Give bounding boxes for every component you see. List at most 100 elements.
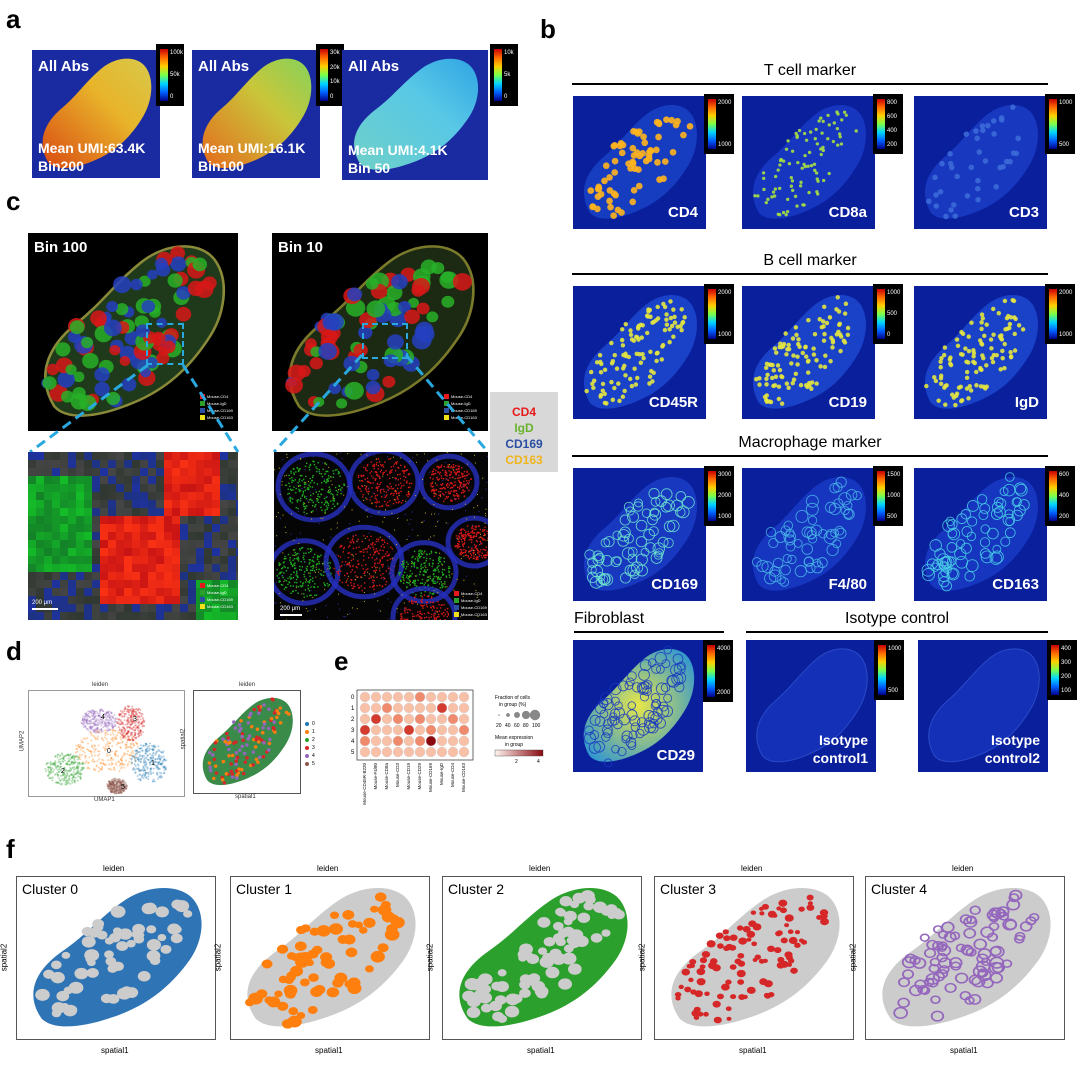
zoom-box xyxy=(146,323,184,365)
spatial-ylabel: spatial2 xyxy=(180,728,187,750)
colorbar-gradient xyxy=(1051,645,1059,695)
dotplot-dot xyxy=(436,724,448,736)
marker-label: CD163 xyxy=(992,576,1039,593)
bin-caption: Bin200 xyxy=(38,158,84,174)
colorbar-tick: 1000 xyxy=(718,514,732,520)
dotplot-dot xyxy=(392,724,404,736)
colorbar-tick: 1000 xyxy=(887,493,901,499)
umi-map-image: All Abs Mean UMI:16.1K Bin100 xyxy=(192,50,320,178)
dotplot-dot xyxy=(359,746,371,758)
mini-legend-item: Mouse-CD169 xyxy=(200,596,233,603)
marker-label: CD169 xyxy=(651,576,698,593)
dotplot-dot xyxy=(458,735,470,747)
dotplot-dot xyxy=(403,735,415,747)
cluster-plot: Cluster 1 xyxy=(230,876,430,1040)
colorbar: 10k 5k 0 xyxy=(490,44,518,106)
cluster-legend-label: 4 xyxy=(312,753,315,759)
panel-label-d: d xyxy=(6,636,22,666)
dotplot-col-label: Mouse-CD8a xyxy=(384,763,389,790)
mini-legend-label: Mouse-CD169 xyxy=(207,597,233,602)
marker-map-image: CD163 xyxy=(914,468,1047,601)
umap-cluster-label: 4 xyxy=(101,714,105,721)
section-rule xyxy=(572,273,1048,275)
colorbar-gradient xyxy=(878,645,886,695)
color-legend-tick: 2 xyxy=(515,759,518,765)
mini-legend-label: Mouse-CD169 xyxy=(451,408,477,413)
colorbar-gradient xyxy=(708,471,716,521)
panel-label-f: f xyxy=(6,834,15,864)
umap-cluster-label: 0 xyxy=(107,748,111,755)
colorbar-tick: 4000 xyxy=(717,646,731,652)
umap-cluster-label: 5 xyxy=(121,784,125,791)
dotplot-dot xyxy=(359,735,371,747)
cluster-legend-label: 1 xyxy=(312,729,315,735)
colorbar-tick: 300 xyxy=(1061,660,1072,666)
colorbar-gradient xyxy=(160,49,168,101)
dotplot-dot xyxy=(447,724,459,736)
dotplot-dot xyxy=(447,713,459,725)
scale-label: 200 μm xyxy=(32,600,53,606)
colorbar-tick: 0 xyxy=(170,94,174,100)
marker-label: F4/80 xyxy=(828,576,867,593)
spatial-cluster-plot: leiden spatial1 spatial2 0 1 2 3 4 5 xyxy=(180,682,314,802)
umap-plot: leiden 0 1 2 3 4 5 UMAP1 UMAP2 xyxy=(19,682,185,803)
mini-legend-label: Mouse-CD163 xyxy=(207,415,233,420)
mini-legend-label: Mouse-CD4 xyxy=(207,394,229,399)
mean-umi-caption: Mean UMI:16.1K xyxy=(198,140,306,156)
colorbar-tick: 3000 xyxy=(718,472,732,478)
cluster-label: Cluster 3 xyxy=(660,881,717,897)
colorbar-tick: 200 xyxy=(1059,514,1070,520)
size-legend-tick: 60 xyxy=(514,723,520,729)
color-legend-bar xyxy=(494,749,544,757)
mini-legend: Mouse-CD4 Mouse-IgD Mouse-CD169 Mouse-CD163 xyxy=(454,590,487,618)
colorbar-tick: 600 xyxy=(887,114,898,120)
dotplot-dot xyxy=(414,691,426,703)
dotplot-dot xyxy=(447,702,459,714)
colorbar-tick: 0 xyxy=(887,332,891,338)
marker-label: CD19 xyxy=(828,394,867,411)
bin10-overview-image: Bin 10 Mouse-CD4 Mouse-IgD Mouse-CD169 Mous… xyxy=(272,233,488,431)
cluster-plot: Cluster 0 xyxy=(16,876,216,1040)
cluster-plot-ylabel: spatial2 xyxy=(637,943,647,972)
dotplot-dot xyxy=(392,702,404,714)
mini-legend-item: Mouse-CD163 xyxy=(454,611,487,618)
colorbar: 2000 1000 xyxy=(704,94,734,154)
dotplot-dot xyxy=(370,735,382,747)
color-legend-title: in group xyxy=(505,742,523,748)
dotplot-dot xyxy=(370,702,382,714)
dotplot-dot xyxy=(403,702,415,714)
isotype-label: control1 xyxy=(812,750,868,766)
cluster-plot-ylabel: spatial2 xyxy=(0,943,9,972)
cluster-plot-title: leiden xyxy=(952,864,974,873)
cluster-plot-title: leiden xyxy=(317,864,339,873)
cluster-legend-label: 0 xyxy=(312,721,315,727)
dotplot-dot xyxy=(392,691,404,703)
colorbar-tick: 500 xyxy=(1059,142,1070,148)
cluster-swatch xyxy=(305,746,309,750)
colorbar: 1000 500 xyxy=(1045,94,1075,154)
cluster-plot-title: leiden xyxy=(529,864,551,873)
mini-legend-label: Mouse-CD163 xyxy=(461,612,487,617)
mini-legend-label: Mouse-CD163 xyxy=(451,415,477,420)
colorbar-tick: 20k xyxy=(330,64,340,71)
dotplot-row-label: 4 xyxy=(351,739,355,745)
mini-legend-item: Mouse-IgD xyxy=(200,400,233,407)
dotplot-dot xyxy=(392,713,404,725)
umap-cluster-label: 3 xyxy=(133,716,137,723)
dotplot-dot xyxy=(359,713,371,725)
mini-legend-item: Mouse-CD163 xyxy=(444,414,477,421)
mini-legend-item: Mouse-CD169 xyxy=(444,407,477,414)
dotplot-dot xyxy=(381,724,393,736)
colorbar-tick: 2000 xyxy=(718,290,732,296)
colorbar-tick: 2000 xyxy=(718,100,732,106)
channel-legend-item: IgD xyxy=(514,421,534,435)
dotplot-dot xyxy=(403,691,415,703)
dotplot-dot xyxy=(381,735,393,747)
mini-legend: Mouse-CD4 Mouse-IgD Mouse-CD169 Mouse-CD163 xyxy=(200,582,233,610)
mini-legend-label: Mouse-CD163 xyxy=(207,604,233,609)
bin100-overview-image: Bin 100 Mouse-CD4 Mouse-IgD Mouse-CD169 Mou… xyxy=(28,233,238,431)
colorbar: 400 300 200 100 xyxy=(1047,640,1077,700)
dotplot-col-label: Mouse-CD163 xyxy=(461,763,466,793)
dotplot-dot xyxy=(370,713,382,725)
color-legend-tick: 4 xyxy=(537,759,540,765)
